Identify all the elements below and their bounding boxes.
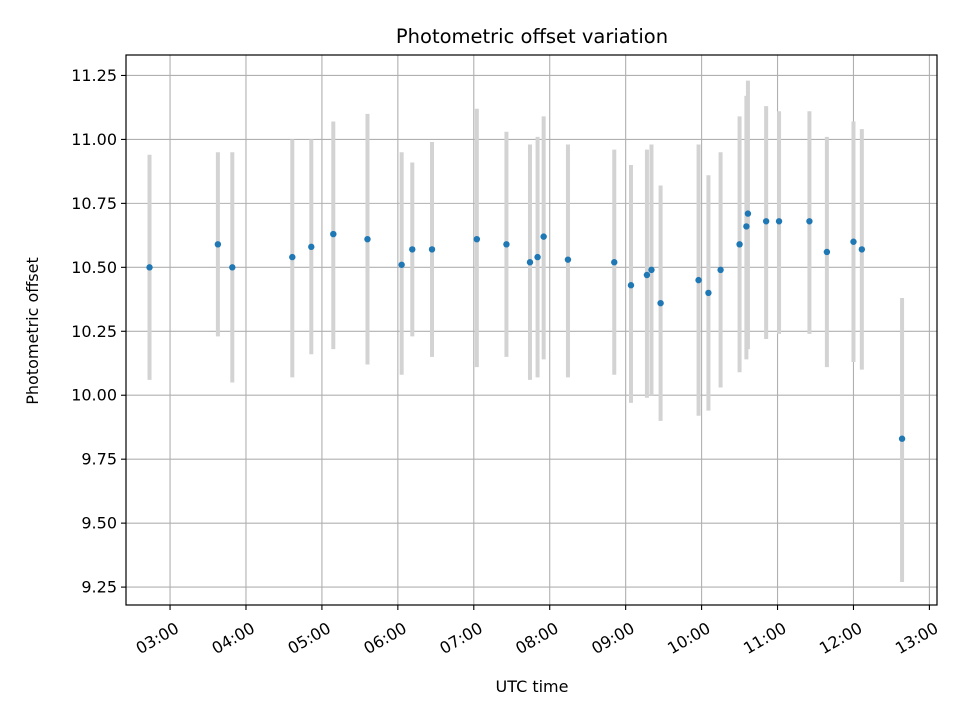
data-point xyxy=(289,253,296,261)
data-point xyxy=(503,241,510,248)
data-point xyxy=(428,246,436,253)
data-point xyxy=(409,246,416,253)
data-point xyxy=(330,230,337,238)
y-tick-label: 9.25 xyxy=(81,578,117,597)
data-points xyxy=(146,210,906,442)
data-point xyxy=(898,435,906,442)
y-axis-label: Photometric offset xyxy=(23,257,42,405)
data-point xyxy=(806,218,813,225)
data-point xyxy=(229,264,236,271)
plot-frame xyxy=(125,54,938,606)
data-point xyxy=(743,223,750,230)
data-point xyxy=(627,282,635,289)
y-axis-ticks: 9.25 9.50 9.75 10.00 10.25 10.50 10.75 11.00 11.… xyxy=(71,66,126,597)
data-point xyxy=(717,266,724,274)
data-point xyxy=(705,289,712,297)
chart-title: Photometric offset variation xyxy=(396,25,668,48)
data-point xyxy=(364,235,371,243)
y-tick-label: 11.25 xyxy=(71,66,117,85)
data-point xyxy=(823,248,831,256)
data-point xyxy=(611,259,618,266)
data-point xyxy=(146,264,153,271)
data-point xyxy=(214,241,222,248)
data-point xyxy=(858,246,866,253)
y-tick-label: 10.75 xyxy=(71,194,117,213)
data-point xyxy=(534,253,541,261)
data-point xyxy=(695,276,702,284)
data-point xyxy=(736,241,743,248)
data-point xyxy=(643,271,651,279)
y-tick-label: 9.75 xyxy=(81,450,117,469)
data-point xyxy=(540,233,547,240)
y-tick-label: 10.50 xyxy=(71,258,117,277)
data-point xyxy=(648,266,655,274)
y-tick-label: 11.00 xyxy=(71,130,117,149)
data-point xyxy=(850,238,857,245)
data-point xyxy=(775,218,783,225)
data-point xyxy=(657,299,664,307)
y-tick-label: 10.00 xyxy=(71,386,117,405)
data-point xyxy=(564,256,572,263)
y-tick-label: 9.50 xyxy=(81,514,117,533)
data-point xyxy=(398,261,405,268)
data-point xyxy=(473,235,481,243)
data-point xyxy=(308,243,315,251)
y-tick-label: 10.25 xyxy=(71,322,117,341)
data-point xyxy=(526,259,534,266)
data-point xyxy=(762,218,770,225)
data-point xyxy=(744,210,752,217)
x-axis-label: UTC time xyxy=(496,677,569,696)
